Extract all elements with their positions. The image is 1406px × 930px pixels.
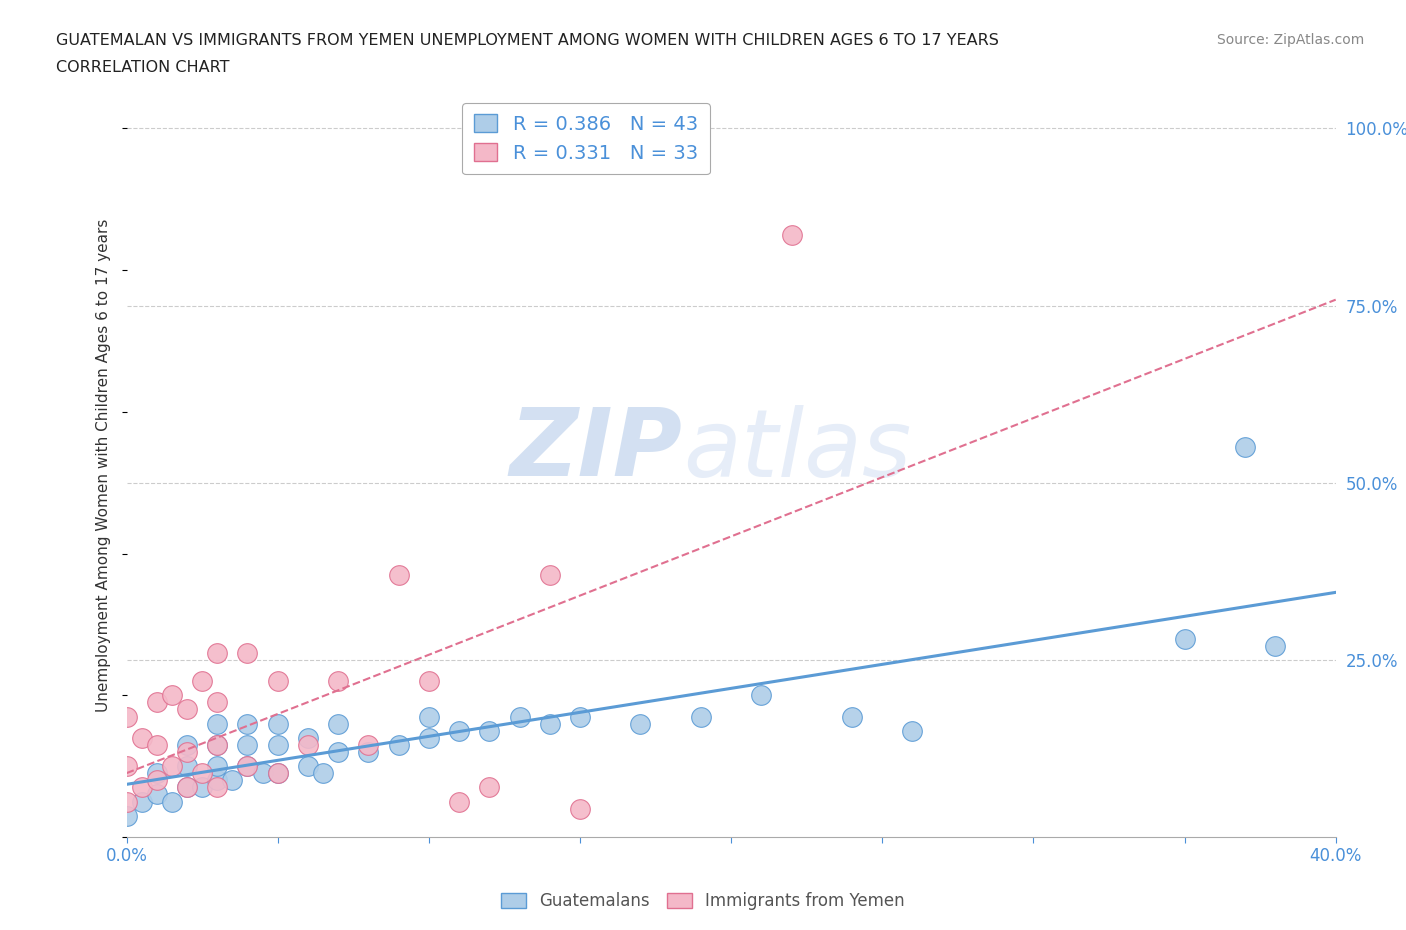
Legend: Guatemalans, Immigrants from Yemen: Guatemalans, Immigrants from Yemen [495,885,911,917]
Point [418,709,440,724]
Point [146,737,169,752]
Point [176,780,198,795]
Point [1264,638,1286,653]
Point [205,737,228,752]
Point [146,773,169,788]
Point [388,737,411,752]
Point [176,780,198,795]
Point [297,737,319,752]
Point [191,780,214,795]
Point [312,765,335,780]
Point [841,709,863,724]
Point [689,709,711,724]
Point [205,645,228,660]
Point [267,716,290,731]
Point [236,759,259,774]
Point [131,780,153,795]
Point [297,759,319,774]
Point [509,709,531,724]
Point [131,730,153,745]
Point [568,709,592,724]
Point [297,730,319,745]
Point [1173,631,1195,646]
Point [447,794,470,809]
Point [205,695,228,710]
Point [205,773,228,788]
Point [115,794,138,809]
Point [160,794,183,809]
Point [418,673,440,688]
Point [478,724,501,738]
Point [205,737,228,752]
Point [357,737,380,752]
Point [568,802,592,817]
Point [146,765,169,780]
Point [236,759,259,774]
Point [205,716,228,731]
Point [630,716,652,731]
Point [115,709,138,724]
Point [176,737,198,752]
Point [221,773,243,788]
Point [176,702,198,717]
Point [236,737,259,752]
Text: ZIP: ZIP [510,405,683,496]
Point [131,794,153,809]
Point [388,567,411,582]
Point [146,695,169,710]
Legend: R = 0.386   N = 43, R = 0.331   N = 33: R = 0.386 N = 43, R = 0.331 N = 33 [463,102,710,175]
Point [236,716,259,731]
Point [478,780,501,795]
Point [205,780,228,795]
Point [252,765,274,780]
Point [176,745,198,760]
Point [267,673,290,688]
Point [236,645,259,660]
Point [326,745,350,760]
Point [901,724,924,738]
Point [418,730,440,745]
Point [191,765,214,780]
Point [191,673,214,688]
Text: atlas: atlas [683,405,911,496]
Text: Source: ZipAtlas.com: Source: ZipAtlas.com [1216,33,1364,46]
Point [176,759,198,774]
Point [146,787,169,802]
Point [447,724,470,738]
Point [751,688,773,703]
Point [538,567,561,582]
Point [326,716,350,731]
Point [538,716,561,731]
Text: CORRELATION CHART: CORRELATION CHART [56,60,229,75]
Point [267,765,290,780]
Point [1234,440,1257,455]
Point [780,227,803,242]
Point [267,737,290,752]
Point [160,759,183,774]
Point [115,759,138,774]
Point [205,759,228,774]
Text: GUATEMALAN VS IMMIGRANTS FROM YEMEN UNEMPLOYMENT AMONG WOMEN WITH CHILDREN AGES : GUATEMALAN VS IMMIGRANTS FROM YEMEN UNEM… [56,33,1000,47]
Point [115,808,138,823]
Point [160,688,183,703]
Point [326,673,350,688]
Point [357,745,380,760]
Point [267,765,290,780]
Y-axis label: Unemployment Among Women with Children Ages 6 to 17 years: Unemployment Among Women with Children A… [96,219,111,711]
